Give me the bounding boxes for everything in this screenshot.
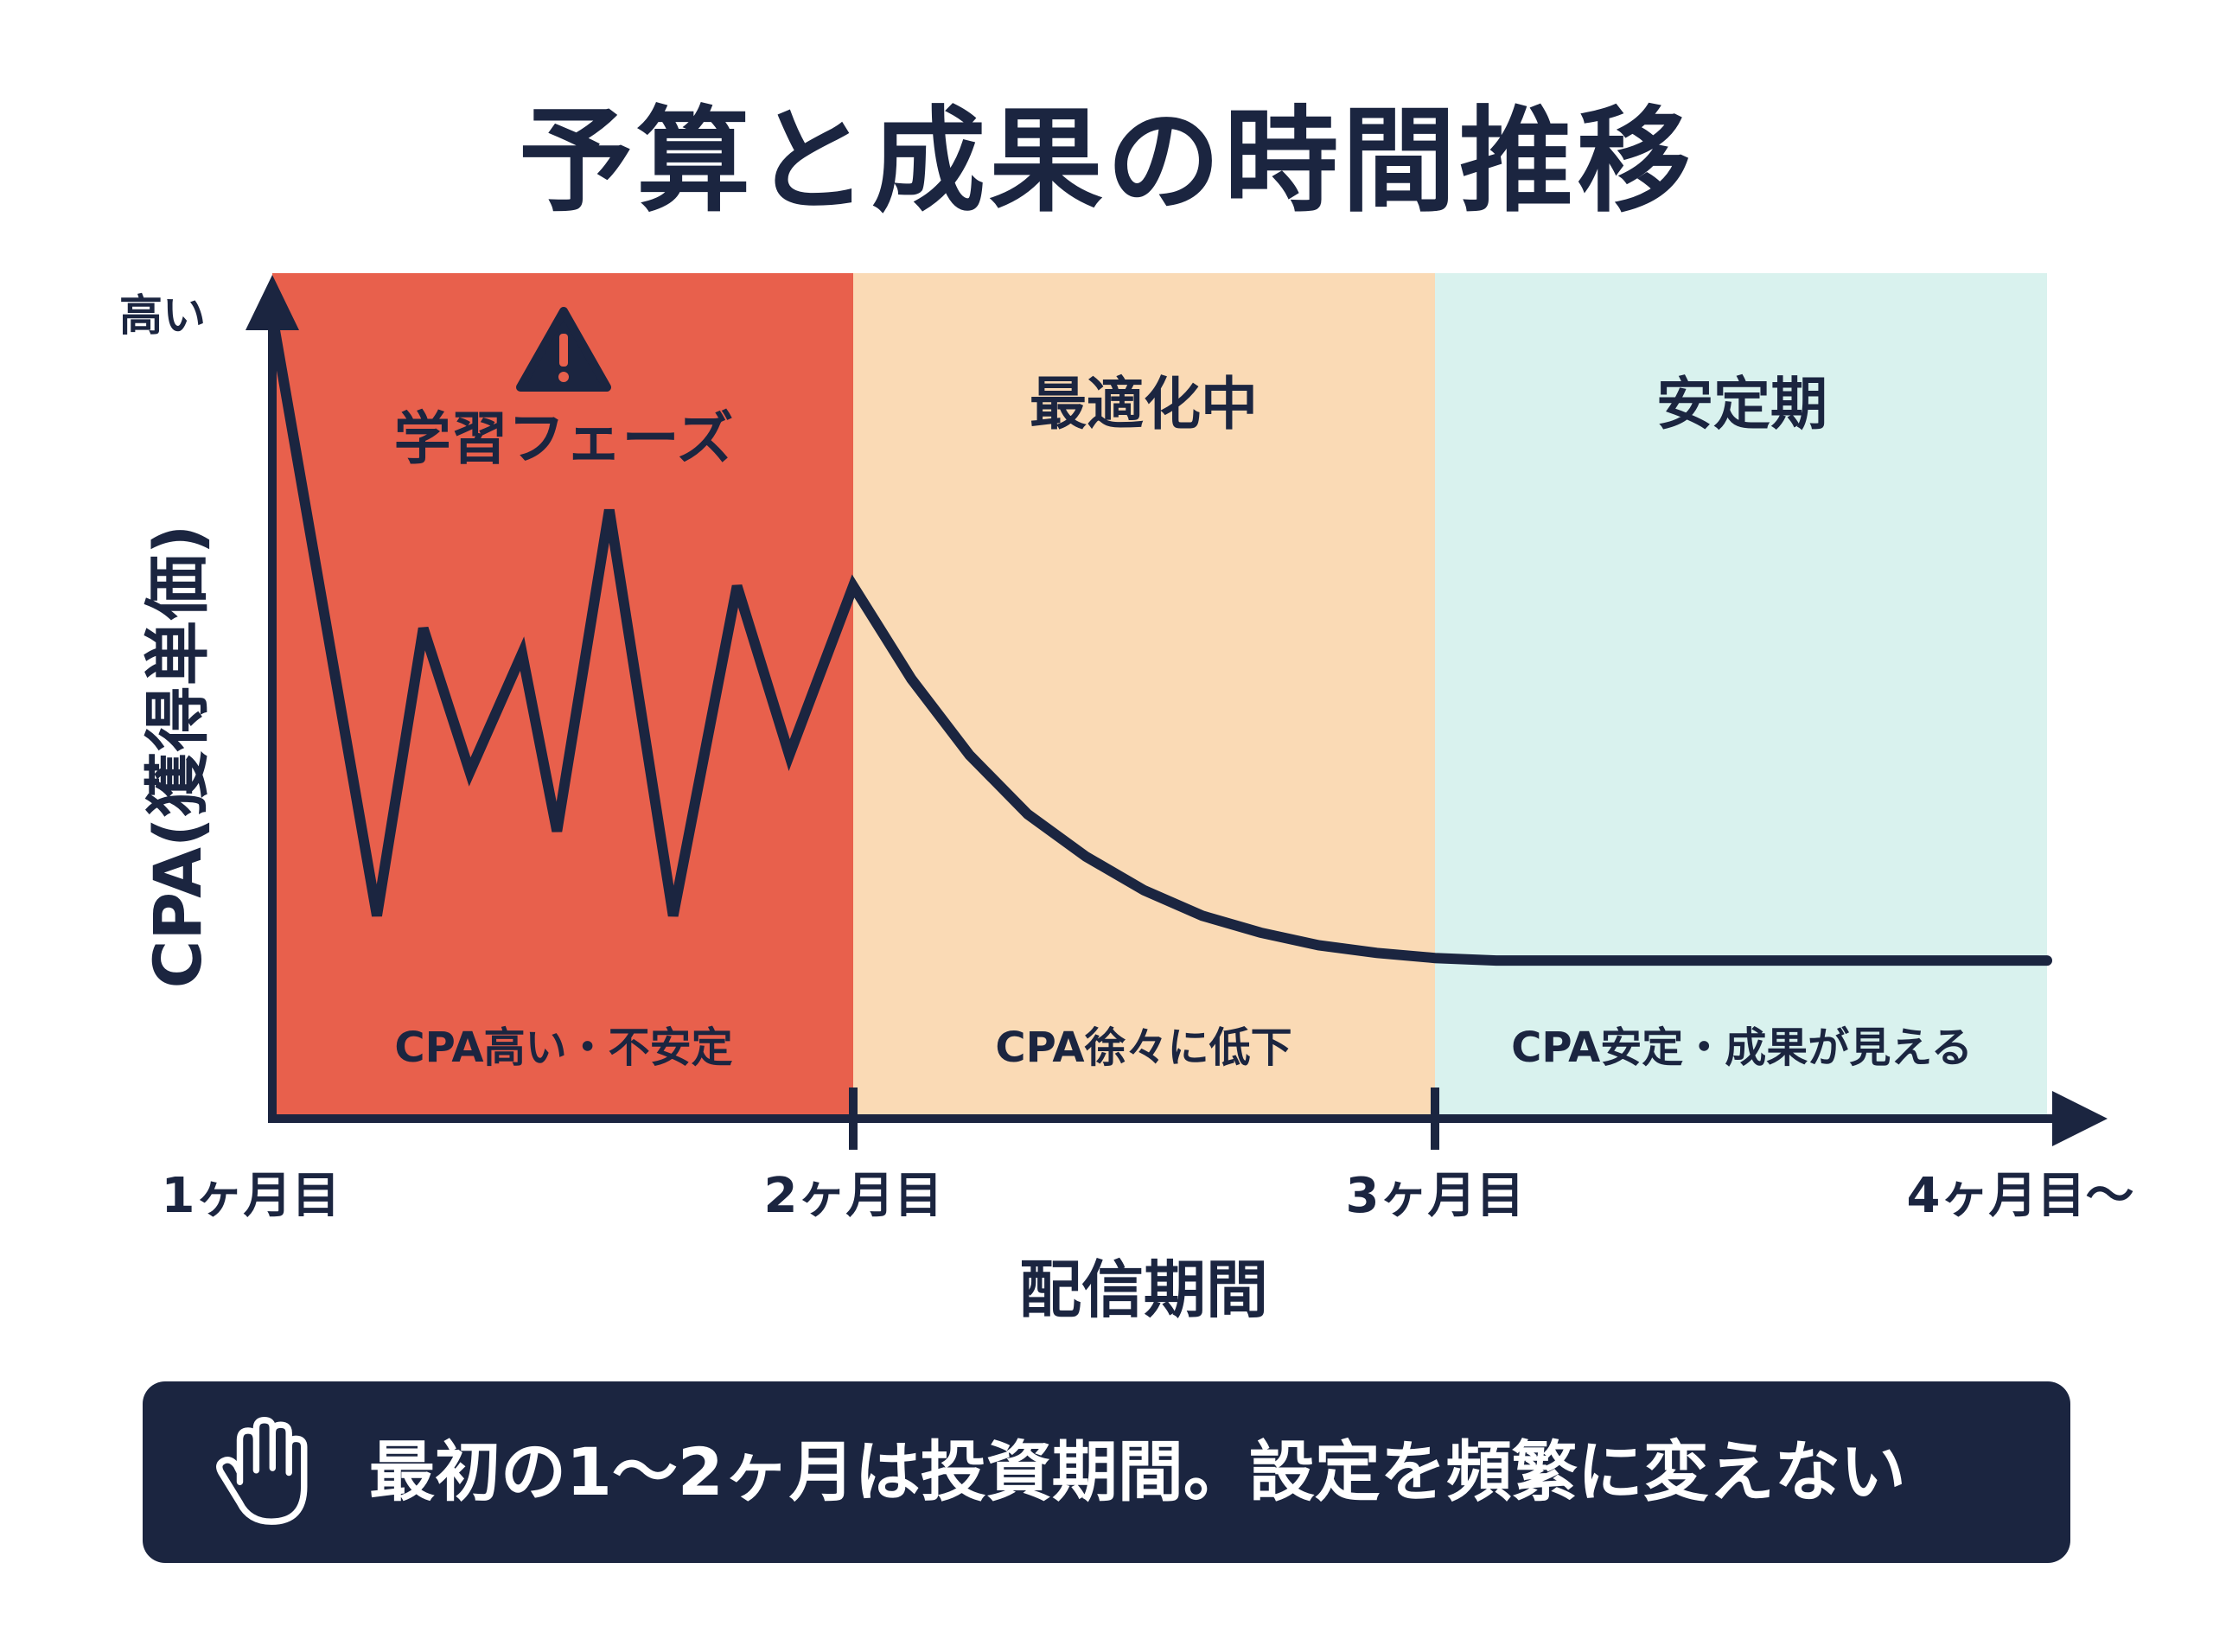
phase-title-optimizing: 最適化中	[1030, 371, 1258, 437]
phase-note-stable: CPA安定・成果が見える	[1511, 1024, 1973, 1072]
phase-title-learning: 学習フェーズ	[394, 405, 734, 472]
phase-band-learning	[272, 273, 853, 1119]
x-axis-arrow	[2052, 1091, 2108, 1146]
x-tick-label: 2ヶ月目	[764, 1168, 943, 1224]
y-axis-high-label: 高い	[119, 290, 206, 341]
x-tick-label: 3ヶ月目	[1346, 1168, 1525, 1224]
advice-banner: 最初の1〜2ヶ月は投資期間。設定を頻繁に変えない	[143, 1381, 2070, 1563]
cpa-series-line	[267, 309, 2052, 966]
hand-icon	[216, 1417, 308, 1525]
phase-title-stable: 安定期	[1656, 371, 1827, 437]
phase-band-optimizing	[853, 273, 1435, 1119]
x-axis-label: 配信期間	[1019, 1253, 1268, 1326]
y-axis-label: CPA(獲得単価)	[139, 525, 216, 989]
warning-icon	[516, 307, 611, 392]
phase-note-learning: CPA高い・不安定	[394, 1024, 732, 1072]
phase-note-optimizing: CPA徐々に低下	[995, 1024, 1291, 1072]
advice-text: 最初の1〜2ヶ月は投資期間。設定を頻繁に変えない	[369, 1433, 1906, 1510]
x-tick-label: 1ヶ月目	[162, 1168, 341, 1224]
y-axis-arrow	[246, 275, 299, 330]
x-tick-label: 4ヶ月目〜	[1907, 1168, 2134, 1224]
page-title: 予算と成果の時間推移	[519, 95, 1694, 228]
phase-band-stable	[1435, 273, 2047, 1119]
